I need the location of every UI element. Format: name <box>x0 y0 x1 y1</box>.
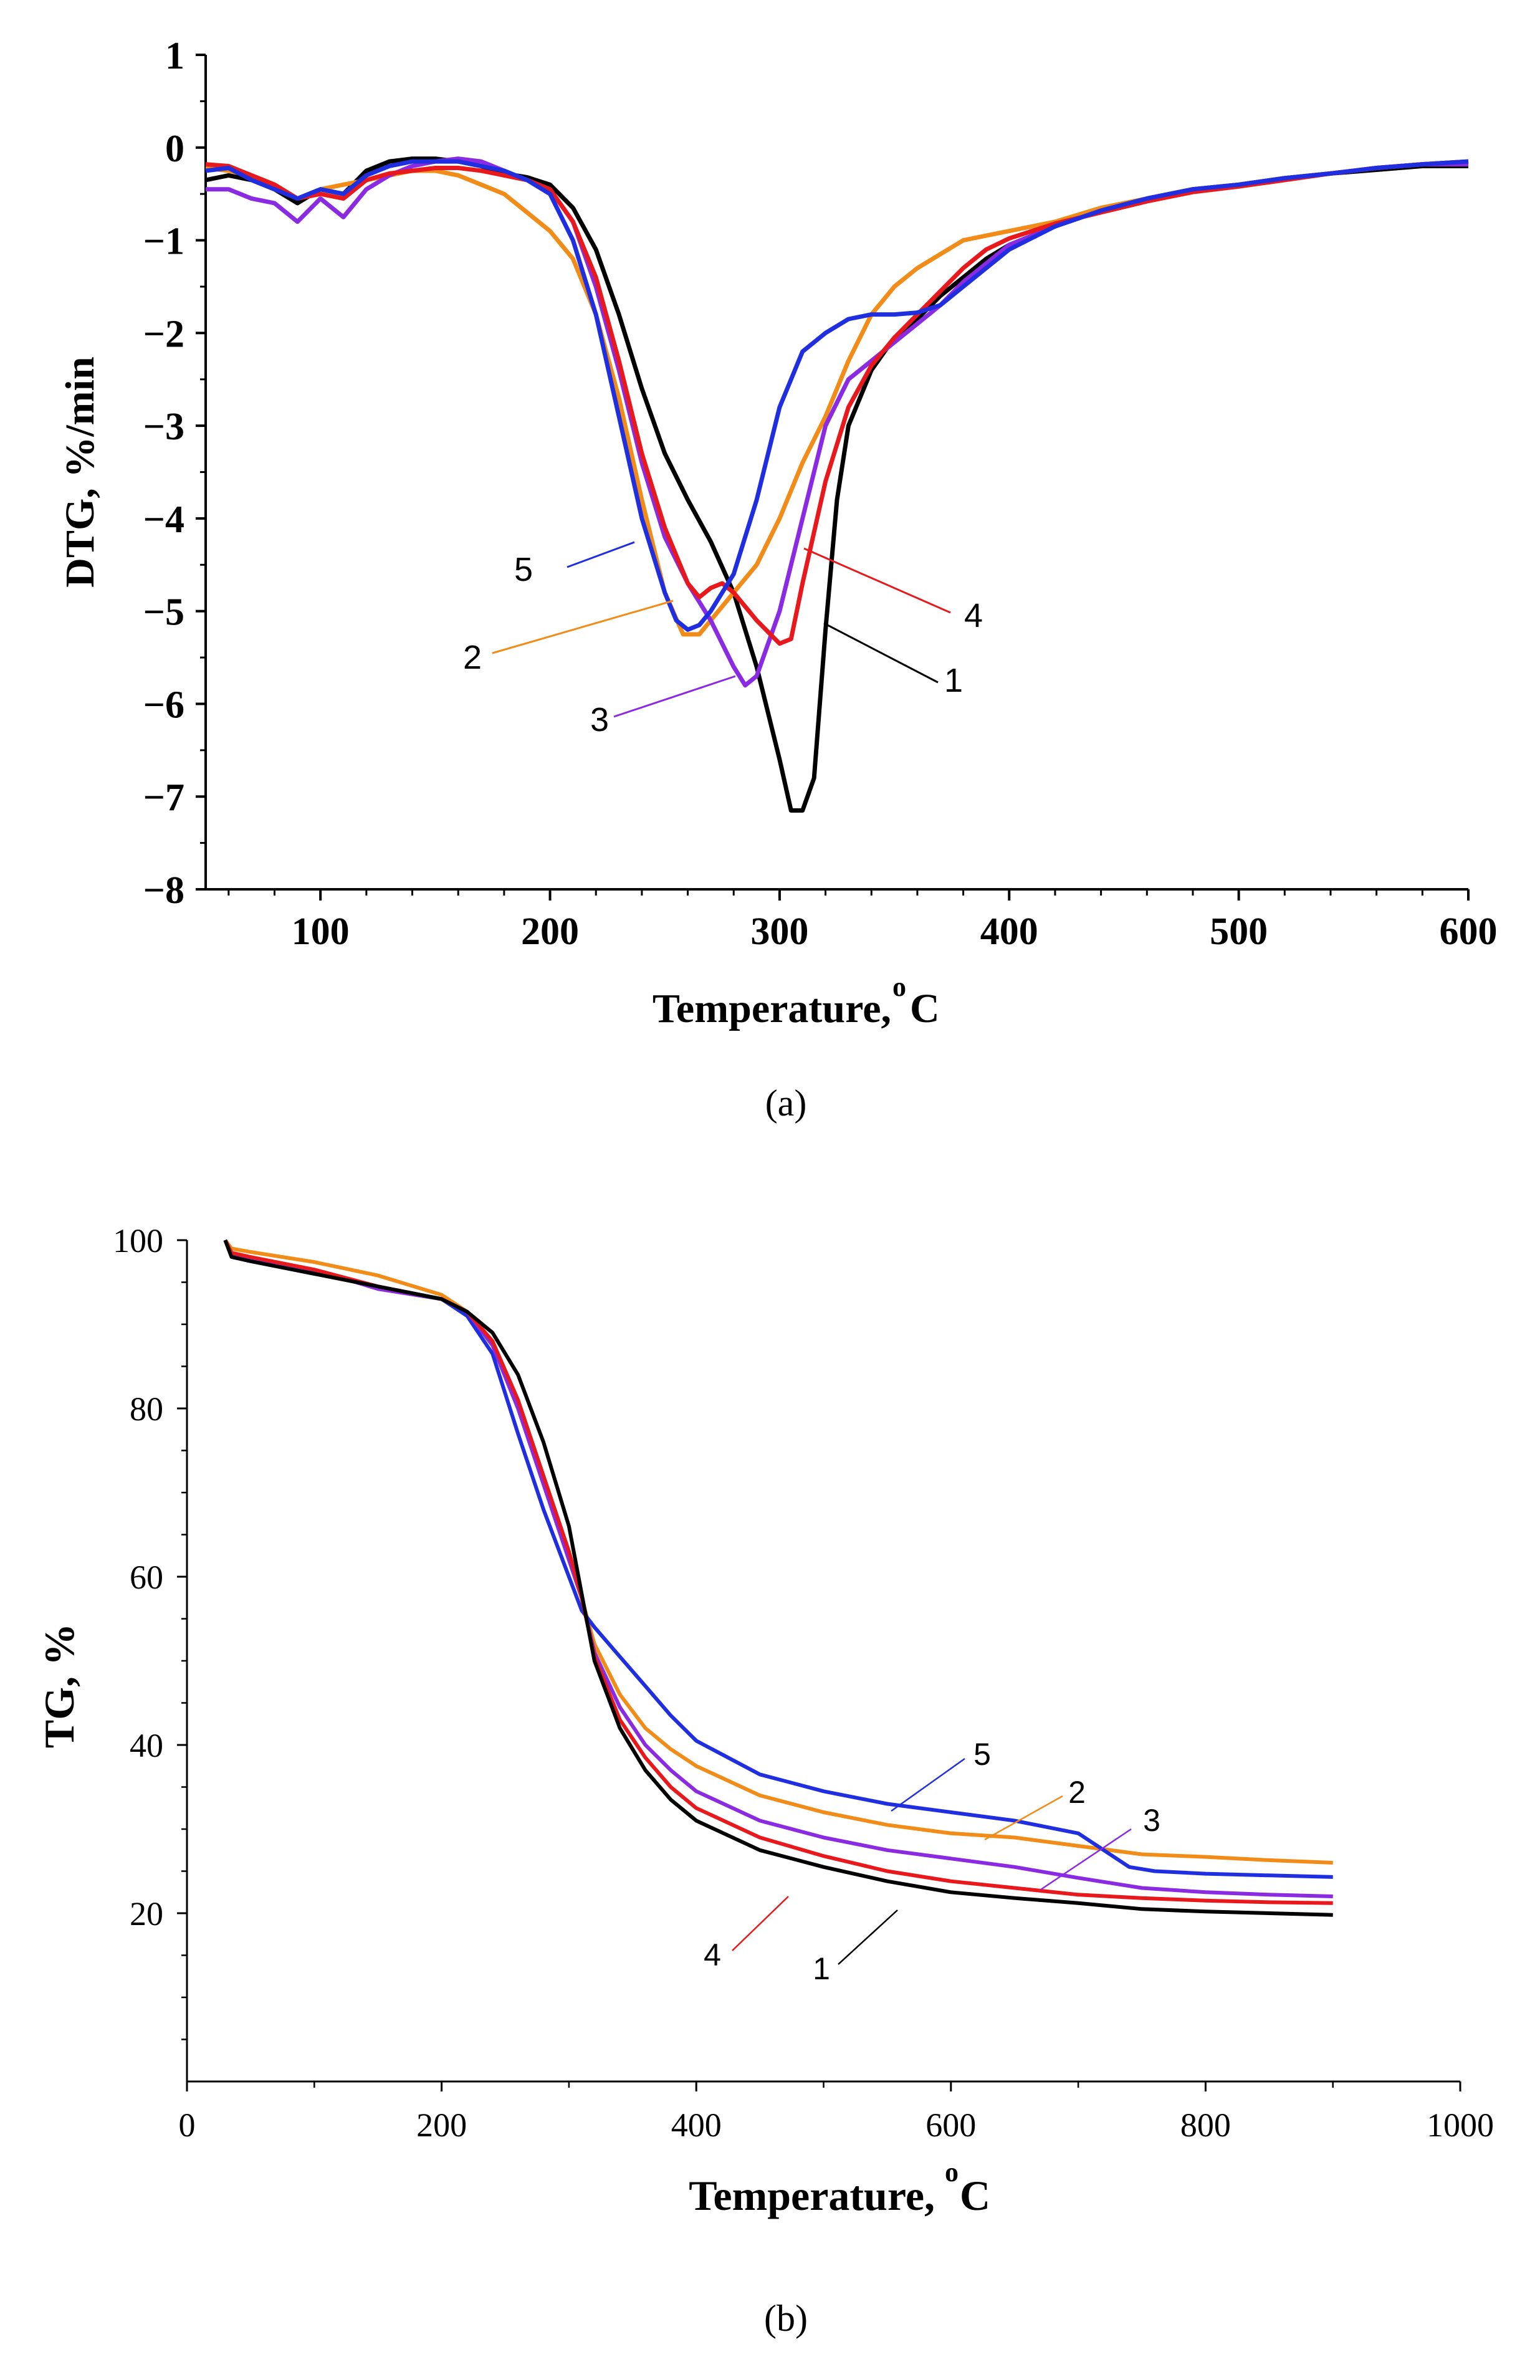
y-tick-label: −7 <box>143 777 184 819</box>
series-line-1 <box>205 156 1468 813</box>
series-leader-line-1 <box>823 622 939 684</box>
y-axis-title: DTG, %/min <box>57 356 103 587</box>
series-leader-line-5 <box>567 541 635 568</box>
y-tick-label: 20 <box>130 1895 163 1933</box>
y-tick-label: 40 <box>130 1727 163 1764</box>
x-axis-title: Temperature, <box>689 2172 935 2219</box>
series-label-5: 5 <box>973 1737 991 1772</box>
series-leader-line-1 <box>838 1909 898 1965</box>
series-label-4: 4 <box>964 597 983 634</box>
y-tick-label: −2 <box>143 313 184 355</box>
panel-b-caption: (b) <box>764 2298 808 2339</box>
y-tick-label: 60 <box>130 1559 163 1596</box>
x-tick-label: 600 <box>925 2106 976 2144</box>
y-axis-title: TG, % <box>36 1623 83 1748</box>
x-tick-label: 1000 <box>1427 2106 1494 2144</box>
x-tick-label: 400 <box>671 2106 722 2144</box>
series-label-2: 2 <box>463 639 482 676</box>
x-tick-label: 400 <box>980 910 1038 953</box>
x-axis-title-unit: C <box>960 2172 990 2219</box>
series-label-1: 1 <box>813 1951 830 1986</box>
series-label-4: 4 <box>704 1938 721 1972</box>
y-tick-label: −1 <box>143 221 184 263</box>
series-leader-line-2 <box>492 600 674 654</box>
x-axis-title-superscript: o <box>892 972 906 1002</box>
series-label-5: 5 <box>514 551 533 588</box>
series-line-4 <box>223 1239 1333 1905</box>
series-leader-line-5 <box>891 1757 965 1812</box>
x-tick-label: 600 <box>1440 910 1498 953</box>
x-tick-label: 100 <box>292 910 350 953</box>
x-tick-label: 200 <box>416 2106 467 2144</box>
x-tick-label: 0 <box>179 2106 196 2144</box>
y-tick-label: −6 <box>143 684 184 726</box>
x-tick-label: 800 <box>1180 2106 1231 2144</box>
x-tick-label: 500 <box>1210 910 1268 953</box>
y-tick-label: 80 <box>130 1390 163 1428</box>
y-tick-label: −5 <box>143 591 184 634</box>
series-leader-line-4 <box>803 547 951 614</box>
series-label-3: 3 <box>590 701 609 738</box>
series-line-5 <box>223 1239 1333 1879</box>
y-tick-label: 1 <box>165 35 184 77</box>
series-leader-line-2 <box>984 1795 1063 1841</box>
x-tick-label: 300 <box>750 910 808 953</box>
y-tick-label: 100 <box>113 1222 163 1259</box>
x-axis-title: Temperature, <box>653 986 891 1031</box>
series-label-3: 3 <box>1143 1803 1160 1838</box>
series-line-3 <box>206 156 1468 688</box>
x-tick-label: 200 <box>521 910 579 953</box>
series-leader-line-3 <box>1040 1828 1132 1891</box>
panel-a-dtg-chart: 1 0 −1 −2 −3 −4 −5 −6 −7 −8 100 200 300 400 500 600 DTG,… <box>57 35 1498 1124</box>
y-tick-label: −3 <box>143 406 184 448</box>
series-line-5 <box>205 159 1469 632</box>
x-axis-title-superscript: o <box>945 2157 959 2187</box>
y-tick-label: 0 <box>165 128 184 170</box>
y-tick-label: −8 <box>143 869 184 912</box>
series-label-1: 1 <box>944 662 963 699</box>
series-line-3 <box>223 1239 1333 1898</box>
x-axis-title-unit: C <box>910 986 940 1031</box>
y-tick-label: −4 <box>143 499 184 541</box>
series-line-1 <box>223 1239 1333 1917</box>
series-label-2: 2 <box>1068 1775 1086 1810</box>
series-leader-line-3 <box>613 675 736 718</box>
panel-a-caption: (a) <box>765 1082 807 1124</box>
series-leader-line-4 <box>732 1896 789 1951</box>
series-line-2 <box>223 1239 1333 1865</box>
